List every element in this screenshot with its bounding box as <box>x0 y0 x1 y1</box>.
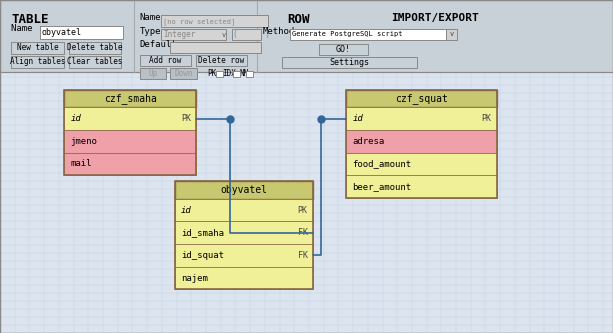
FancyBboxPatch shape <box>140 68 166 79</box>
Text: PK: PK <box>207 69 216 78</box>
Text: ROW: ROW <box>287 13 310 26</box>
FancyBboxPatch shape <box>161 29 226 40</box>
Text: id: id <box>352 114 364 123</box>
Text: Type:: Type: <box>140 27 167 36</box>
FancyBboxPatch shape <box>69 56 121 68</box>
FancyBboxPatch shape <box>232 29 261 40</box>
Text: Integer: Integer <box>163 30 196 39</box>
Text: Name :: Name : <box>11 24 44 33</box>
Text: Down: Down <box>174 69 193 78</box>
Bar <box>64 153 196 175</box>
Text: PK: PK <box>482 114 492 123</box>
Text: New table: New table <box>17 43 58 53</box>
Text: TABLE: TABLE <box>11 13 48 26</box>
FancyBboxPatch shape <box>233 71 240 77</box>
FancyBboxPatch shape <box>170 68 197 79</box>
Text: Delete table: Delete table <box>67 43 123 53</box>
Text: obyvatel: obyvatel <box>220 185 267 195</box>
Text: Clear tables: Clear tables <box>67 57 123 67</box>
Text: Align tables: Align tables <box>10 57 65 67</box>
Text: Name:: Name: <box>140 13 167 22</box>
Text: Delete row: Delete row <box>199 56 245 65</box>
Bar <box>346 175 497 198</box>
Text: id_squat: id_squat <box>181 251 224 260</box>
Bar <box>64 130 196 153</box>
FancyBboxPatch shape <box>446 29 457 40</box>
Bar <box>175 181 313 199</box>
Text: adresa: adresa <box>352 137 385 146</box>
Text: Method:: Method: <box>262 27 300 36</box>
FancyBboxPatch shape <box>216 71 223 77</box>
Text: mail: mail <box>70 159 92 168</box>
FancyBboxPatch shape <box>11 42 64 54</box>
Text: PK: PK <box>298 205 308 215</box>
Bar <box>346 130 497 153</box>
FancyBboxPatch shape <box>11 56 64 68</box>
Bar <box>346 153 497 175</box>
Text: (      ): ( ) <box>233 30 270 39</box>
Text: Up: Up <box>148 69 158 78</box>
Text: IDX: IDX <box>223 69 237 78</box>
Text: PK: PK <box>181 114 191 123</box>
Bar <box>64 90 196 107</box>
Bar <box>64 107 196 130</box>
Bar <box>346 90 497 198</box>
Text: najem: najem <box>181 273 208 283</box>
Text: FK: FK <box>298 251 308 260</box>
Text: FK: FK <box>298 228 308 237</box>
FancyBboxPatch shape <box>319 44 368 55</box>
FancyBboxPatch shape <box>161 15 268 27</box>
Bar <box>0 72 613 333</box>
Bar <box>175 267 313 289</box>
Bar <box>175 199 313 221</box>
Bar <box>346 90 497 107</box>
FancyBboxPatch shape <box>290 29 446 40</box>
Text: food_amount: food_amount <box>352 159 411 168</box>
Text: GO!: GO! <box>336 45 351 54</box>
Text: v: v <box>450 31 454 37</box>
Bar <box>346 107 497 130</box>
Text: Add row: Add row <box>149 56 181 65</box>
Bar <box>175 244 313 267</box>
FancyBboxPatch shape <box>282 57 417 68</box>
Text: v: v <box>222 32 226 38</box>
FancyBboxPatch shape <box>170 42 261 53</box>
Text: [no row selected]: [no row selected] <box>163 18 235 25</box>
Text: id: id <box>181 205 192 215</box>
Text: Default: Default <box>140 40 177 49</box>
Text: obyvatel: obyvatel <box>42 28 82 37</box>
Bar <box>175 181 313 289</box>
Bar <box>175 221 313 244</box>
Bar <box>64 90 196 175</box>
Text: Generate PostgreSQL script: Generate PostgreSQL script <box>292 31 402 37</box>
Text: jmeno: jmeno <box>70 137 97 146</box>
FancyBboxPatch shape <box>246 71 253 77</box>
Text: NN: NN <box>239 69 248 78</box>
FancyBboxPatch shape <box>40 26 123 39</box>
Text: czf_squat: czf_squat <box>395 93 448 104</box>
Text: id_smaha: id_smaha <box>181 228 224 237</box>
Text: id: id <box>70 114 82 123</box>
FancyBboxPatch shape <box>140 55 191 66</box>
Text: IMPORT/EXPORT: IMPORT/EXPORT <box>391 13 479 23</box>
Text: Settings: Settings <box>329 58 370 67</box>
Text: czf_smaha: czf_smaha <box>104 93 157 104</box>
Bar <box>0 0 613 72</box>
FancyBboxPatch shape <box>69 42 121 54</box>
FancyBboxPatch shape <box>196 55 247 66</box>
Text: beer_amount: beer_amount <box>352 182 411 191</box>
